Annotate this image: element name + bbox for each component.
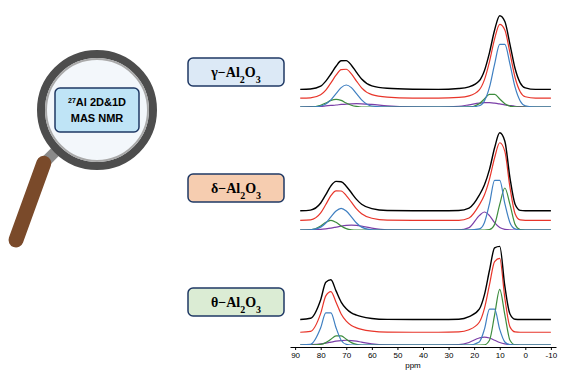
magnifier-handle bbox=[16, 163, 44, 240]
x-tick: 20 bbox=[470, 347, 479, 360]
technique-label: 27Al 2D&1D bbox=[68, 96, 126, 108]
x-tick-label: 70 bbox=[342, 351, 351, 360]
technique-box bbox=[55, 88, 139, 132]
spectrum-line bbox=[300, 16, 551, 90]
spectrum-line bbox=[300, 309, 551, 345]
magnifier-inner-ring bbox=[46, 59, 148, 161]
spectrum-panel: δ−Al2O3 bbox=[188, 133, 551, 230]
x-tick: 60 bbox=[368, 347, 377, 360]
sample-box bbox=[188, 174, 284, 202]
x-tick: 30 bbox=[445, 347, 454, 360]
x-tick-mark bbox=[500, 347, 501, 350]
plot-area bbox=[300, 16, 551, 107]
sample-label: θ−Al2O3 bbox=[211, 295, 261, 315]
technique-label: MAS NMR bbox=[71, 112, 124, 124]
x-tick-mark bbox=[551, 347, 552, 350]
x-tick-label: 80 bbox=[317, 351, 326, 360]
x-tick-label: 50 bbox=[393, 351, 402, 360]
x-axis: 90 80 70 60 50 40 30 20 10 0 -10 bbox=[291, 347, 558, 360]
spectrum-line bbox=[300, 133, 551, 211]
sample-box bbox=[188, 58, 284, 86]
figure: 27Al 2D&1D MAS NMR γ−Al2O3 δ−Al2O3 θ−Al2O3 90… bbox=[0, 0, 563, 370]
sample-label: γ−Al2O3 bbox=[210, 65, 260, 85]
plot-area bbox=[300, 133, 551, 230]
x-axis-title: ppm bbox=[405, 361, 421, 370]
magnifier-ring bbox=[41, 54, 153, 166]
magnifier: 27Al 2D&1D MAS NMR bbox=[16, 54, 153, 240]
x-tick-mark bbox=[295, 347, 296, 350]
x-tick-label: 20 bbox=[470, 351, 479, 360]
spectrum-panel: θ−Al2O3 90 80 70 60 50 40 30 20 10 0 -10 ppm bbox=[188, 246, 558, 370]
x-tick-label: -10 bbox=[546, 351, 558, 360]
x-tick-mark bbox=[525, 347, 526, 350]
x-tick-mark bbox=[397, 347, 398, 350]
x-tick: 10 bbox=[496, 347, 505, 360]
x-tick-label: 10 bbox=[496, 351, 505, 360]
x-tick: 50 bbox=[393, 347, 402, 360]
x-tick-mark bbox=[423, 347, 424, 350]
x-tick-mark bbox=[346, 347, 347, 350]
spectrum-line bbox=[300, 94, 551, 107]
x-tick-label: 60 bbox=[368, 351, 377, 360]
spectrum-line bbox=[300, 289, 551, 345]
spectrum-panel: γ−Al2O3 bbox=[188, 16, 551, 107]
x-tick-label: 30 bbox=[445, 351, 454, 360]
x-tick-mark bbox=[372, 347, 373, 350]
x-tick: 40 bbox=[419, 347, 428, 360]
spectrum-line bbox=[300, 246, 551, 319]
plot-area bbox=[300, 246, 551, 345]
x-tick: 80 bbox=[317, 347, 326, 360]
x-tick-label: 90 bbox=[291, 351, 300, 360]
x-tick-label: 0 bbox=[524, 351, 529, 360]
x-tick-mark bbox=[321, 347, 322, 350]
x-tick: 0 bbox=[524, 347, 529, 360]
x-tick-label: 40 bbox=[419, 351, 428, 360]
x-tick: -10 bbox=[546, 347, 558, 360]
x-tick: 70 bbox=[342, 347, 351, 360]
sample-label: δ−Al2O3 bbox=[211, 181, 261, 201]
x-tick-mark bbox=[449, 347, 450, 350]
x-tick-mark bbox=[474, 347, 475, 350]
sample-box bbox=[188, 288, 284, 316]
x-tick: 90 bbox=[291, 347, 300, 360]
background bbox=[0, 0, 563, 370]
